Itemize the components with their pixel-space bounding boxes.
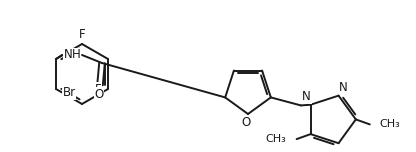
Text: N: N <box>64 48 72 62</box>
Text: H: H <box>72 48 80 62</box>
Text: Br: Br <box>62 86 76 100</box>
Text: F: F <box>95 83 101 95</box>
Text: O: O <box>94 88 104 100</box>
Text: N: N <box>339 81 348 94</box>
Text: N: N <box>302 90 311 103</box>
Text: CH₃: CH₃ <box>380 119 401 129</box>
Text: CH₃: CH₃ <box>266 134 287 144</box>
Text: F: F <box>79 29 85 41</box>
Text: O: O <box>241 116 250 130</box>
